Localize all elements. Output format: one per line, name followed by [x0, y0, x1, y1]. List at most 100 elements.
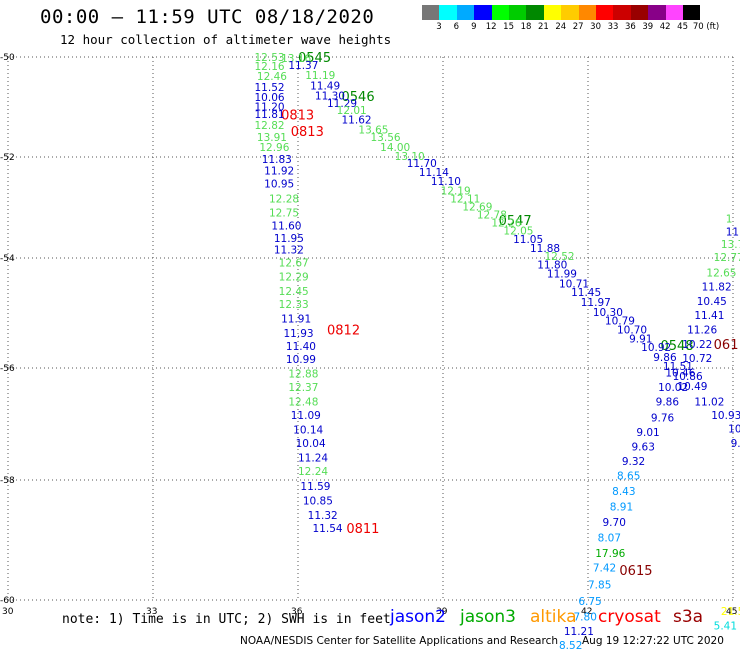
wave-height-value: 11.09 — [291, 410, 321, 422]
scale-swatch — [456, 5, 475, 20]
wave-height-value: 10.06 — [255, 92, 285, 104]
wave-height-value: 12.01 — [337, 105, 367, 117]
wave-height-value: 9.91 — [629, 333, 652, 345]
page-title: 00:00 – 11:59 UTC 08/18/2020 — [40, 6, 375, 28]
wave-height-value: 12.67 — [279, 257, 309, 269]
wave-height-value: 13.10 — [395, 151, 425, 163]
scale-tick-label: 6 — [453, 22, 460, 32]
pass-time-label: 0547 — [499, 214, 532, 229]
wave-height-value: 9.86 — [653, 352, 677, 364]
wave-height-value: 8.07 — [598, 533, 621, 545]
scale-tick-label: 18 — [520, 22, 532, 32]
pass-time-label: 0813 — [281, 109, 314, 124]
wave-height-value: 10.30 — [593, 307, 623, 319]
wave-height-value: 12.29 — [279, 272, 309, 284]
scale-tick-label: 21 — [537, 22, 549, 32]
wave-height-value: 11.60 — [271, 221, 301, 233]
wave-height-value: 11.49 — [310, 81, 340, 93]
y-tick-label: -52 — [0, 153, 15, 163]
wave-height-value: 11.95 — [274, 233, 304, 245]
wave-height-value: 14.00 — [380, 142, 410, 154]
wave-height-value: 12.26 — [491, 218, 521, 230]
wave-height-value: 5.41 — [714, 620, 737, 632]
wave-height-value: 12.96 — [259, 142, 289, 154]
y-tick-label: -50 — [0, 53, 15, 63]
wave-height-value: 11.97 — [581, 297, 611, 309]
wave-height-value: 12.33 — [279, 299, 309, 311]
wave-height-value: 10.79 — [605, 316, 635, 328]
map-grid — [7, 56, 734, 601]
pass-time-label: 0546 — [342, 90, 375, 105]
wave-height-value: 10.72 — [682, 353, 712, 365]
wave-height-value: 11.92 — [264, 166, 294, 178]
wave-height-value: 11.45 — [571, 287, 601, 299]
scale-swatch — [683, 5, 701, 20]
wave-height-value: 12.69 — [462, 201, 492, 213]
scale-swatch — [648, 5, 666, 20]
wave-height-value: 9.7 — [731, 438, 740, 450]
wave-height-value: 11.32 — [274, 244, 304, 256]
wave-height-value: 11.26 — [687, 325, 717, 337]
wave-height-value: 10.93 — [711, 410, 740, 422]
wave-height-value: 12.16 — [255, 61, 285, 73]
pass-time-label: 0548 — [661, 339, 694, 354]
scale-swatch — [422, 5, 440, 20]
wave-height-value: 12.19 — [441, 185, 471, 197]
wave-height-value: 12.88 — [288, 369, 318, 381]
wave-height-value: 11.88 — [530, 243, 560, 255]
wave-height-value: 11.99 — [547, 268, 577, 280]
wave-height-value: 12.28 — [269, 193, 299, 205]
wave-height-value: 9.70 — [603, 517, 626, 529]
wave-height-value: 11.30 — [315, 91, 345, 103]
wave-height-value: 11.21 — [564, 626, 594, 638]
scale-tick-label: 39 — [642, 22, 654, 32]
scale-tick-label: 45 — [677, 22, 688, 32]
footer-timestamp: Aug 19 12:27:22 UTC 2020 — [582, 635, 724, 647]
scale-swatch — [578, 5, 596, 20]
wave-height-value: 11.05 — [513, 234, 543, 246]
wave-height-value: 12.53 — [255, 52, 285, 64]
wave-height-value: 10.70 — [617, 325, 647, 337]
scale-swatch — [526, 5, 544, 20]
wave-height-value: 10.50 — [728, 423, 740, 435]
footer-credit: NOAA/NESDIS Center for Satellite Applica… — [240, 635, 558, 647]
pass-time-label: 0615 — [619, 564, 652, 579]
wave-height-value: 10.85 — [303, 495, 333, 507]
x-tick-label: 45 — [726, 607, 737, 617]
wave-height-value: 10.95 — [264, 178, 294, 190]
wave-height-value: 12.05 — [503, 226, 533, 238]
wave-height-value: 11.24 — [298, 453, 328, 465]
wave-height-value: 11.54 — [313, 523, 343, 535]
wave-height-value: 10.92 — [641, 342, 671, 354]
wave-height-value: 17.96 — [595, 548, 625, 560]
wave-height-value: 11.10 — [431, 176, 461, 188]
wave-height-value: 11.80 — [537, 260, 567, 272]
wave-height-value: 21.5 — [721, 606, 740, 618]
wave-height-value: 12.37 — [288, 382, 318, 394]
wave-height-value: 11.20 — [255, 102, 285, 114]
x-tick-label: 30 — [2, 607, 14, 617]
wave-height-value: 11.37 — [288, 60, 318, 72]
wave-height-value: 7.85 — [588, 579, 611, 591]
scale-swatch — [630, 5, 649, 20]
wave-height-value: 12.11 — [450, 193, 480, 205]
axis-tick-labels: 30 33 36 39 42 45 -50 -52 -54 -56 -58 -60 — [0, 53, 737, 617]
y-tick-label: -56 — [0, 364, 15, 374]
wave-height-value: 11.93 — [284, 328, 314, 340]
page-subtitle: 12 hour collection of altimeter wave hei… — [60, 32, 392, 47]
wave-height-value: 8.91 — [610, 501, 633, 513]
wave-height-value: 9.32 — [622, 456, 645, 468]
x-tick-label: 33 — [146, 607, 157, 617]
scale-swatch — [509, 5, 527, 20]
legend-altika: altika — [530, 607, 577, 627]
wave-height-value: 8.65 — [617, 471, 640, 483]
wave-height-value: 10.45 — [697, 296, 727, 308]
wave-height-value: 11.83 — [262, 154, 292, 166]
scale-tick-label: 9 — [471, 22, 477, 32]
pass-time-label: 0811 — [346, 522, 379, 537]
wave-height-value: 11.02 — [694, 397, 724, 409]
wave-height-value: 12.48 — [288, 397, 318, 409]
